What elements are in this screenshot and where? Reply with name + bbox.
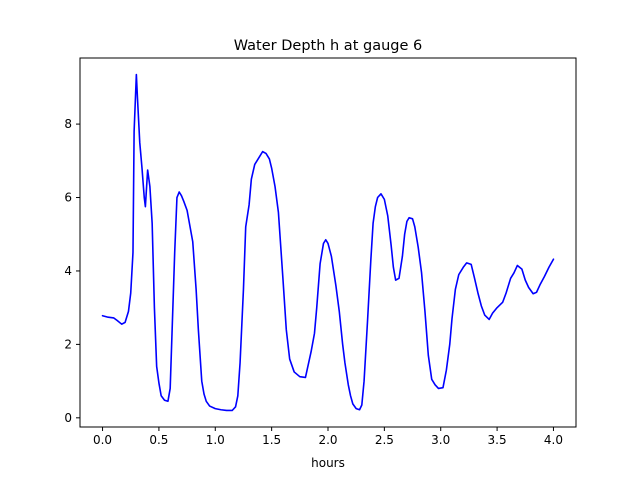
y-tick-label: 0 <box>64 411 72 425</box>
x-tick-label: 0.0 <box>93 433 112 447</box>
chart-title: Water Depth h at gauge 6 <box>234 38 422 54</box>
y-tick-label: 4 <box>64 264 72 278</box>
x-tick-label: 3.5 <box>488 433 507 447</box>
x-tick-label: 0.5 <box>149 433 168 447</box>
x-axis: 0.0 0.5 1.0 1.5 2.0 2.5 3.0 3.5 4.0 <box>93 427 563 447</box>
y-tick-label: 8 <box>64 117 72 131</box>
x-tick-label: 2.0 <box>318 433 337 447</box>
y-tick-label: 6 <box>64 191 72 205</box>
x-tick-label: 1.5 <box>262 433 281 447</box>
x-tick-label: 2.5 <box>375 433 394 447</box>
x-tick-label: 1.0 <box>206 433 225 447</box>
x-tick-label: 4.0 <box>544 433 563 447</box>
x-tick-label: 3.0 <box>431 433 450 447</box>
y-tick-label: 2 <box>64 337 72 351</box>
x-axis-label: hours <box>311 456 345 470</box>
series-line-0 <box>101 73 555 412</box>
y-axis: 0 2 4 6 8 <box>64 117 80 425</box>
